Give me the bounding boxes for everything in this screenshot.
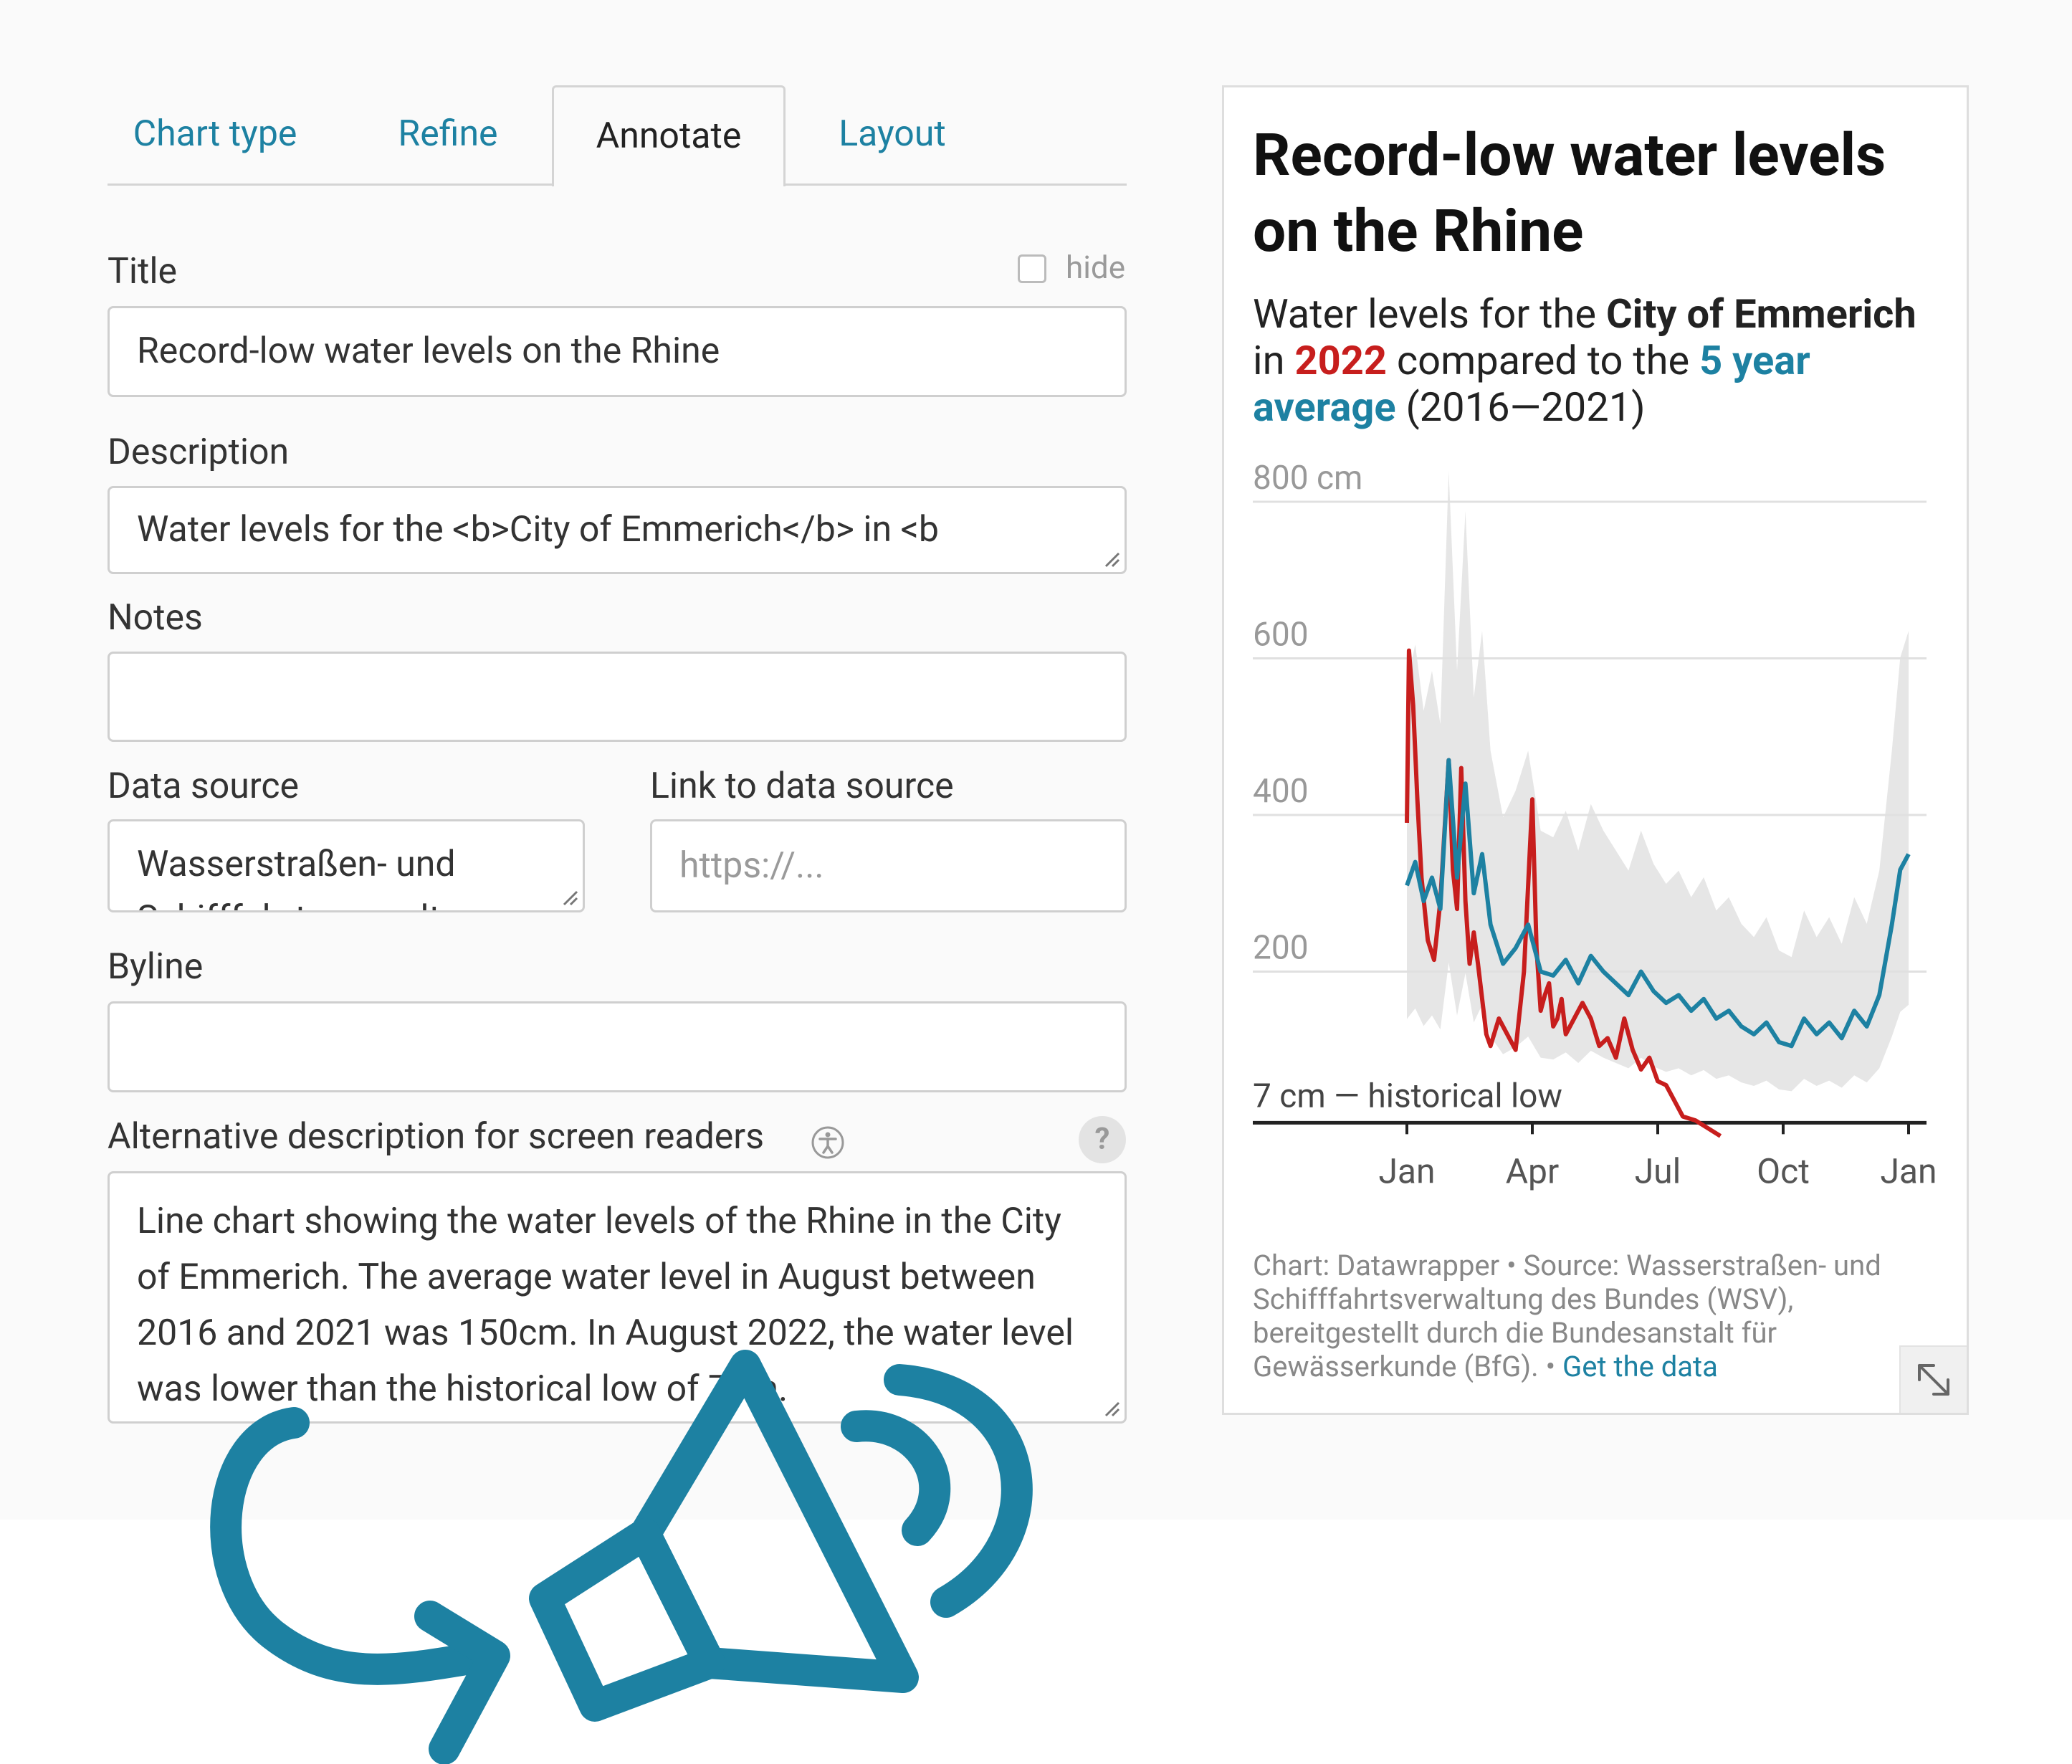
notes-label: Notes bbox=[108, 597, 203, 639]
description-textarea[interactable]: Water levels for the <b>City of Emmerich… bbox=[108, 486, 1127, 574]
link-label: Link to data source bbox=[650, 766, 954, 807]
y-tick-label-600: 600 bbox=[1253, 616, 1309, 654]
tab-refine[interactable]: Refine bbox=[398, 113, 498, 155]
series-line-average bbox=[1405, 758, 1911, 1049]
x-tick-label-2: Jul bbox=[1635, 1150, 1681, 1191]
alt-description-value: Line chart showing the water levels of t… bbox=[137, 1201, 1074, 1410]
y-tick-label-400: 400 bbox=[1253, 772, 1309, 811]
hide-label: hide bbox=[1066, 249, 1126, 286]
notes-input[interactable] bbox=[108, 652, 1127, 742]
tab-annotate[interactable]: Annotate bbox=[552, 85, 786, 186]
baseline-label: 7 cm — historical low bbox=[1253, 1077, 1562, 1115]
title-label: Title bbox=[108, 251, 178, 292]
x-tick-label-1: Apr bbox=[1506, 1150, 1560, 1191]
alt-description-label: Alternative description for screen reade… bbox=[108, 1116, 765, 1158]
chart-preview: Record-low water levels on the Rhine Wat… bbox=[1222, 85, 1969, 1415]
byline-label: Byline bbox=[108, 946, 204, 988]
hide-title-checkbox[interactable] bbox=[1018, 254, 1046, 283]
y-tick-label-200: 200 bbox=[1253, 929, 1309, 968]
data-source-value-overflow: Schifffahrtsverwaltung bbox=[137, 898, 500, 910]
accessibility-icon bbox=[811, 1126, 844, 1159]
expand-icon bbox=[1918, 1364, 1949, 1396]
line-chart: 800 cm 600 400 200 7 cm — historical low Jan A… bbox=[1253, 459, 1937, 1191]
resize-handle-icon[interactable] bbox=[1100, 548, 1120, 568]
data-source-value: Wasserstraßen- und bbox=[137, 844, 456, 885]
expand-button[interactable] bbox=[1899, 1345, 1967, 1413]
description-value: Water levels for the <b>City of Emmerich… bbox=[137, 509, 939, 550]
help-icon[interactable]: ? bbox=[1079, 1116, 1126, 1163]
desc-city: City of Emmerich bbox=[1605, 290, 1916, 338]
resize-handle-icon[interactable] bbox=[1100, 1397, 1120, 1417]
chart-title: Record-low water levels on the Rhine bbox=[1253, 121, 1886, 266]
get-data-link[interactable]: Get the data bbox=[1562, 1350, 1718, 1383]
x-tick-label-3: Oct bbox=[1757, 1150, 1810, 1191]
resize-handle-icon[interactable] bbox=[558, 886, 578, 906]
description-label: Description bbox=[108, 432, 290, 473]
chart-notes: Chart: Datawrapper • Source: Wasserstraß… bbox=[1253, 1249, 1881, 1383]
chart-description: Water levels for the City of Emmerich in… bbox=[1253, 290, 1916, 431]
title-input[interactable]: Record-low water levels on the Rhine bbox=[108, 306, 1127, 397]
y-tick-label-800: 800 cm bbox=[1253, 459, 1362, 497]
tab-layout[interactable]: Layout bbox=[839, 113, 946, 155]
x-tick-label-0: Jan bbox=[1378, 1150, 1435, 1191]
data-source-label: Data source bbox=[108, 766, 300, 807]
desc-year: 2022 bbox=[1294, 337, 1387, 384]
tab-chart-type[interactable]: Chart type bbox=[133, 113, 297, 155]
tab-bar: Chart type Refine Annotate Layout bbox=[108, 85, 1127, 186]
desc-average: 5 year average bbox=[1253, 337, 1810, 431]
x-tick-label-4: Jan bbox=[1880, 1150, 1937, 1191]
link-input[interactable]: https://... bbox=[650, 819, 1127, 912]
byline-input[interactable] bbox=[108, 1001, 1127, 1092]
data-source-textarea[interactable]: Wasserstraßen- und Schifffahrtsverwaltun… bbox=[108, 819, 585, 912]
